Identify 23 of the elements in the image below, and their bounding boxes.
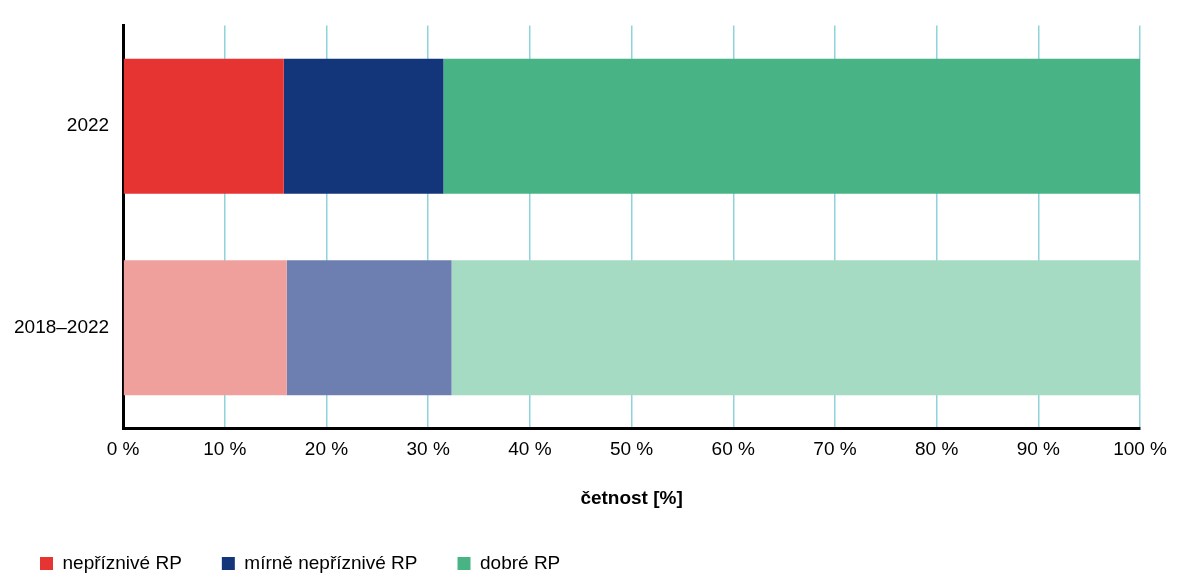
legend-label: mírně nepříznivé RP — [244, 551, 418, 573]
legend-label: dobré RP — [480, 551, 561, 573]
x-tick-label: 0 % — [106, 438, 140, 460]
x-tick-label: 90 % — [1016, 438, 1061, 460]
bar — [451, 260, 1141, 396]
x-tick-label: 30 % — [406, 438, 450, 460]
x-tick-label: 100 % — [1113, 438, 1168, 460]
x-tick-label: 80 % — [915, 438, 959, 460]
x-tick-label: 40 % — [508, 438, 552, 460]
bar — [283, 58, 444, 194]
x-tick-label: 60 % — [711, 438, 756, 460]
bar — [286, 260, 452, 396]
bar — [443, 58, 1141, 194]
y-tick-label: 2018–2022 — [13, 315, 110, 337]
y-tick-label: 2022 — [66, 114, 110, 136]
bar — [123, 260, 287, 396]
x-axis-title: četnost [%] — [580, 486, 683, 508]
x-tick-label: 10 % — [203, 438, 247, 460]
x-tick-label: 70 % — [813, 438, 857, 460]
bar — [123, 58, 284, 194]
legend-label: nepříznivé RP — [62, 551, 182, 573]
x-tick-label: 20 % — [304, 438, 349, 460]
x-tick-label: 50 % — [609, 438, 654, 460]
